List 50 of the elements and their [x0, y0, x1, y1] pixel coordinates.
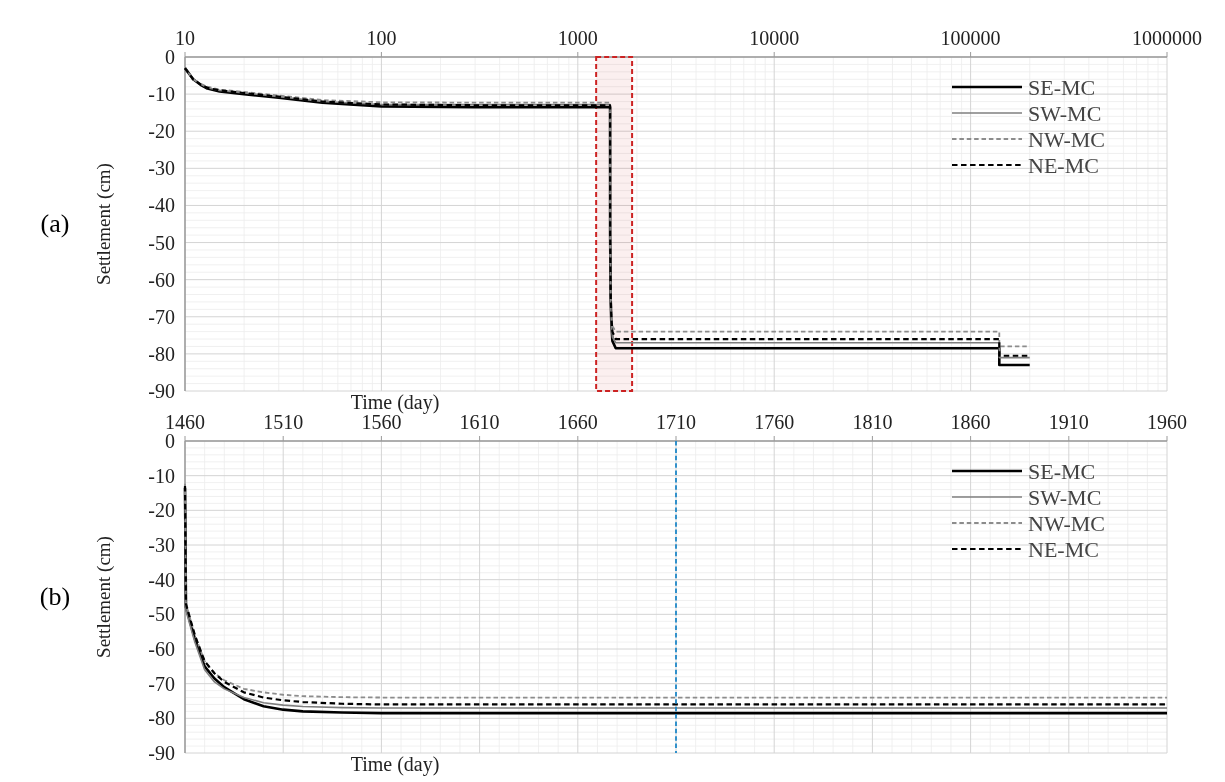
x-tick-label: 1710 [656, 411, 696, 433]
y-tick-label: -80 [148, 707, 175, 730]
y-tick-label: -70 [148, 305, 175, 328]
y-tick-label: 0 [165, 430, 175, 452]
text: (a) [40, 209, 70, 238]
y-tick-label: -20 [148, 120, 175, 143]
legend-label: NE-MC [1028, 152, 1099, 178]
x-tick-label: 1760 [754, 411, 795, 433]
legend-label: SW-MC [1028, 100, 1102, 126]
y-tick-label: -90 [148, 380, 175, 402]
y-axis-title: Settlement (cm) [93, 536, 115, 658]
x-tick-label: 1460 [165, 411, 205, 433]
x-tick-label: 100 [366, 27, 397, 49]
x-axis-title: Time (day) [350, 753, 440, 776]
y-tick-label: 0 [165, 46, 175, 68]
x-tick-label: 100000 [940, 27, 1001, 49]
x-tick-label: 10000 [749, 27, 800, 49]
x-tick-label: 1810 [852, 411, 893, 433]
x-tick-label: 1910 [1048, 411, 1089, 433]
x-tick-label: 1960 [1147, 411, 1187, 433]
x-tick-label: 1510 [263, 411, 304, 433]
x-axis-title: Time (day) [350, 391, 440, 414]
x-tick-label: 1860 [950, 411, 991, 433]
y-tick-label: -60 [148, 638, 175, 660]
x-tick-label: 1000000 [1132, 27, 1202, 49]
y-tick-label: -40 [148, 568, 175, 591]
y-tick-label: -30 [148, 534, 175, 556]
y-tick-label: -60 [148, 268, 175, 291]
legend-label: SE-MC [1028, 74, 1096, 100]
x-tick-label: 1610 [459, 411, 500, 433]
y-tick-label: -80 [148, 342, 175, 365]
y-tick-label: -20 [148, 499, 175, 522]
legend-label: NE-MC [1028, 536, 1099, 562]
x-tick-label: 1000 [557, 27, 598, 49]
legend-label: NW-MC [1028, 510, 1105, 536]
legend-label: SW-MC [1028, 484, 1102, 510]
legend-label: SE-MC [1028, 458, 1096, 484]
y-axis-title: Settlement (cm) [93, 163, 115, 285]
y-tick-label: -30 [148, 157, 175, 180]
y-tick-label: -40 [148, 194, 175, 217]
y-tick-label: -10 [148, 83, 175, 106]
y-tick-label: -70 [148, 672, 175, 695]
text: (b) [39, 582, 71, 611]
y-tick-label: -50 [148, 603, 175, 626]
y-tick-label: -90 [148, 742, 175, 764]
y-tick-label: -10 [148, 464, 175, 487]
x-tick-label: 1660 [557, 411, 598, 433]
x-tick-label: 10 [175, 27, 195, 49]
legend-label: NW-MC [1028, 126, 1105, 152]
y-tick-label: -50 [148, 231, 175, 254]
